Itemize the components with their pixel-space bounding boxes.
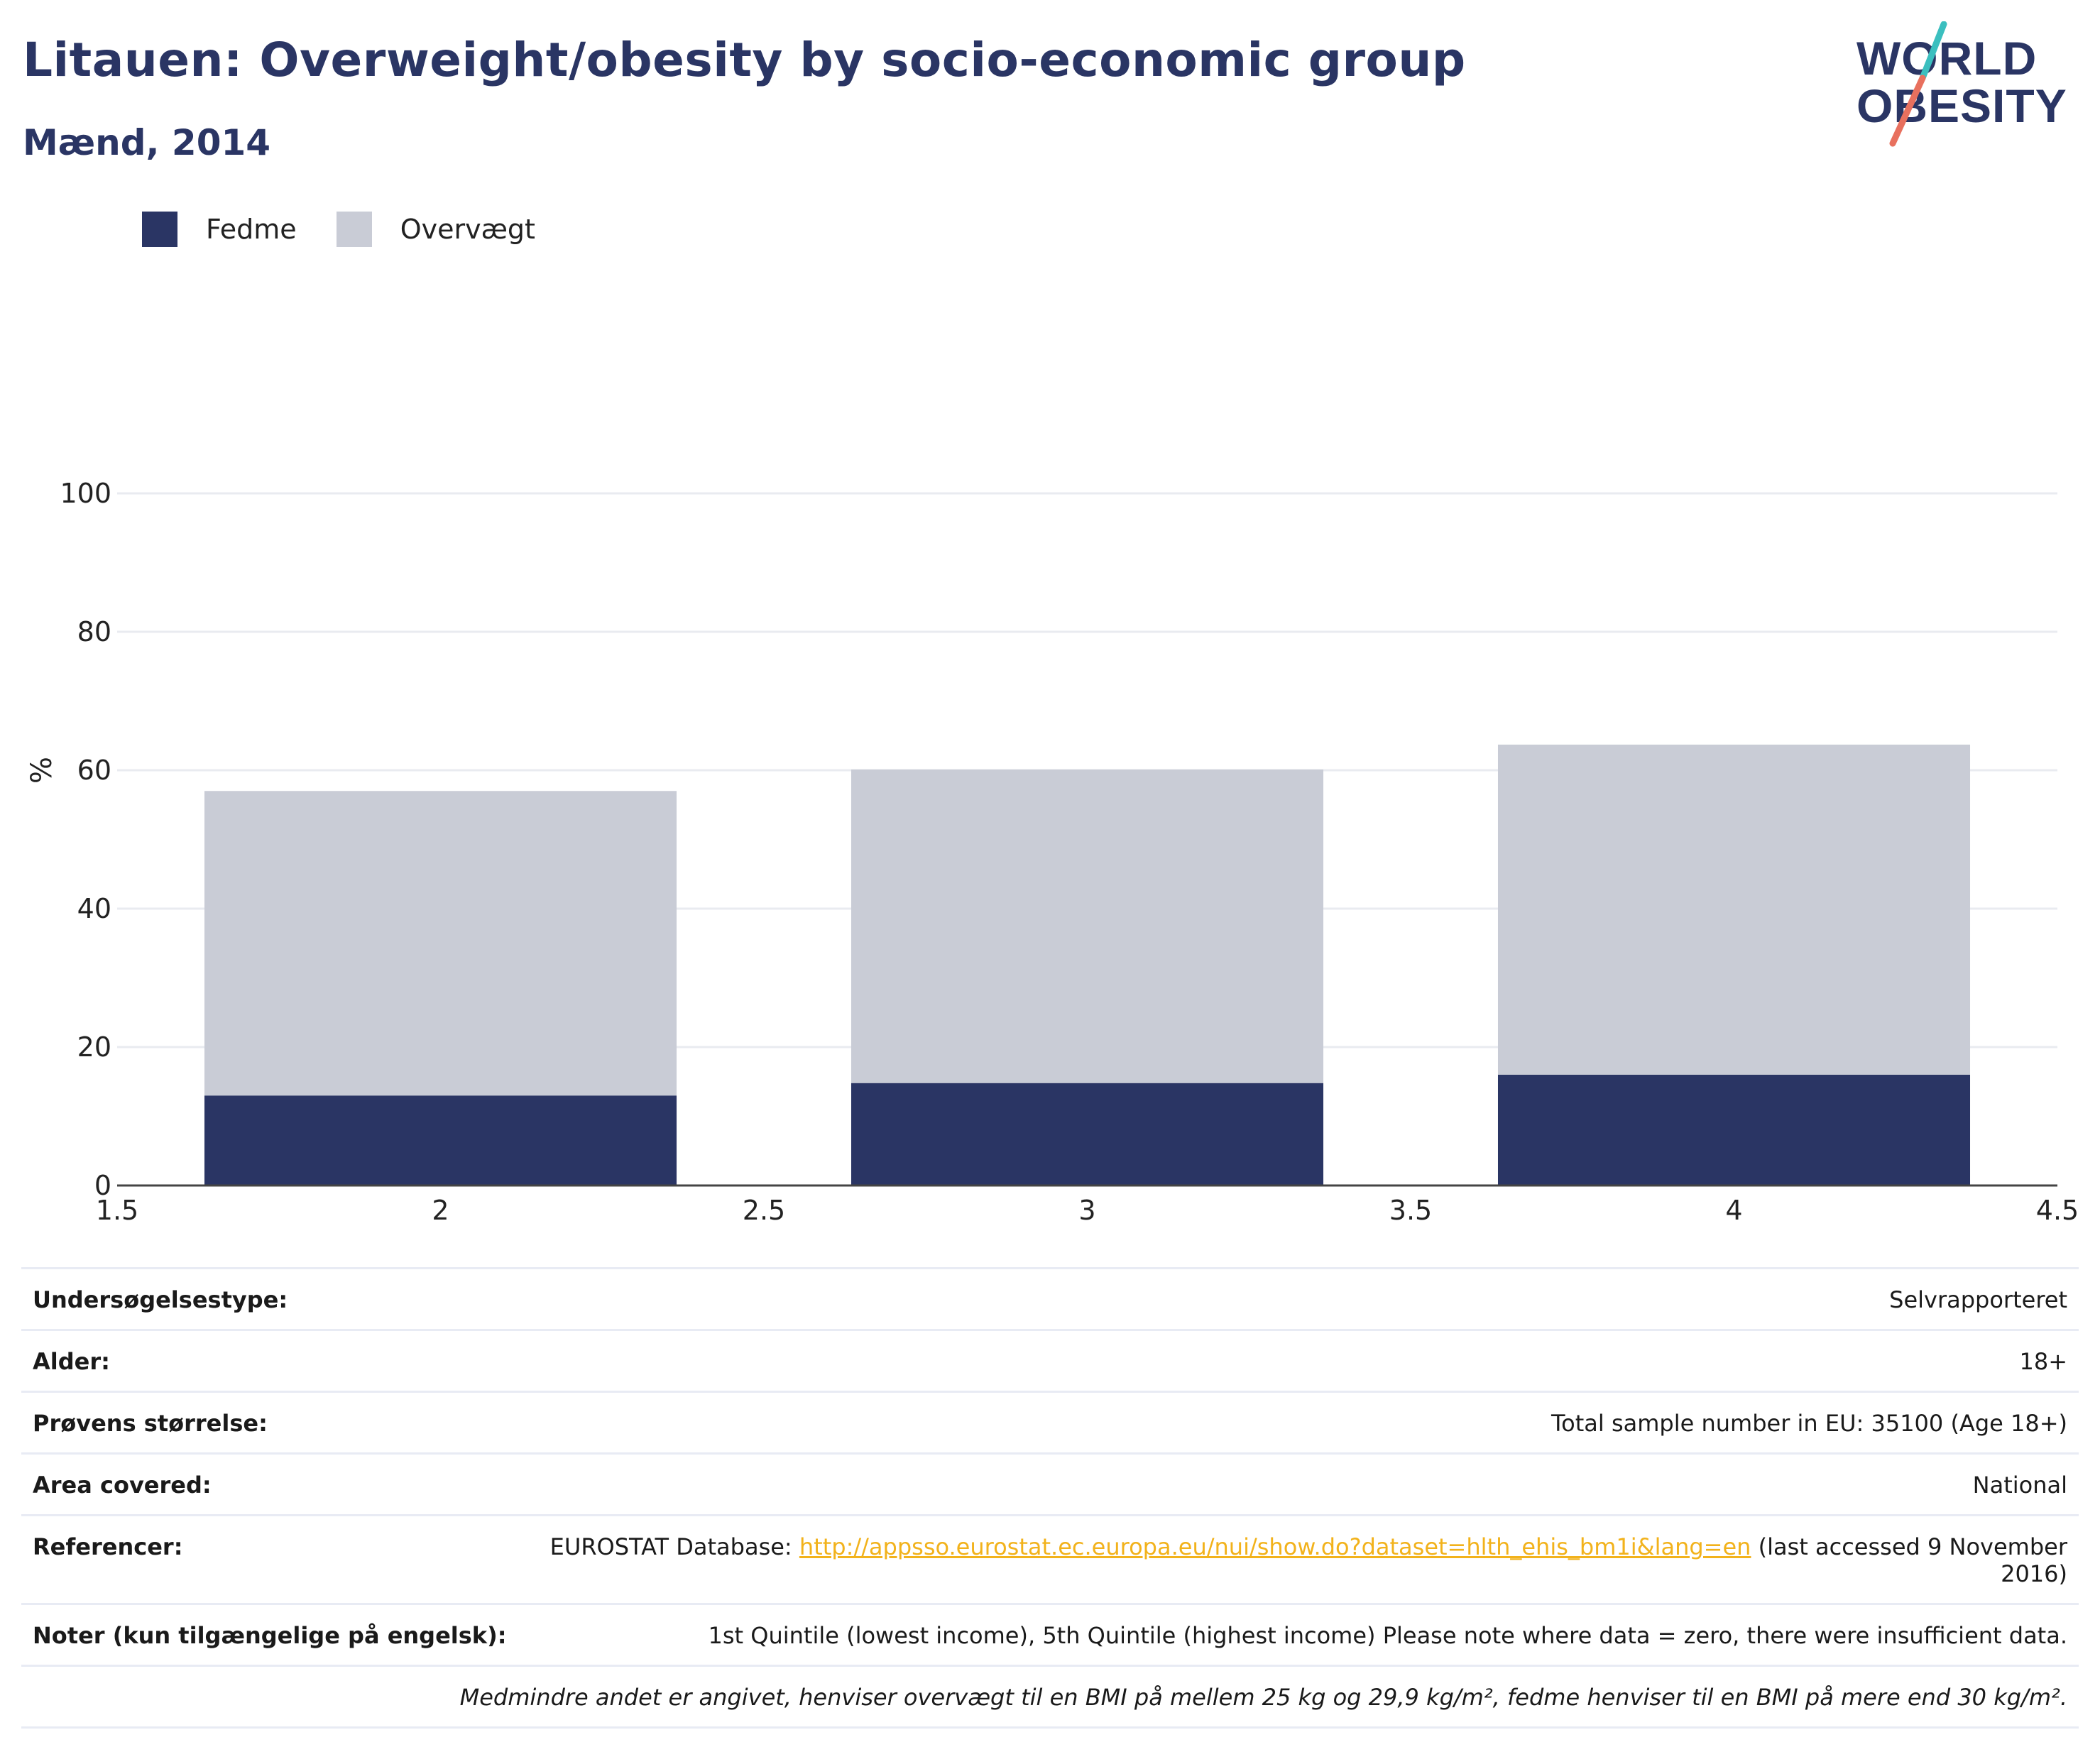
bar-overvaegt: [204, 791, 677, 1096]
bar-fedme: [1497, 1075, 1971, 1185]
world-obesity-logo: WORLD OBESITY: [1856, 21, 2067, 147]
logo-slash-teal: [1919, 21, 1947, 82]
y-tick-label: 60: [77, 755, 111, 786]
bar-overvaegt: [851, 770, 1324, 1083]
reference-prefix: EUROSTAT Database:: [549, 1533, 799, 1560]
info-table: Undersøgelsestype: Selvrapporteret Alder…: [21, 1267, 2079, 1729]
info-value: Selvrapporteret: [1889, 1286, 2067, 1313]
x-tick-label: 1.5: [96, 1195, 138, 1226]
page-subtitle: Mænd, 2014: [23, 122, 271, 163]
info-label: Area covered:: [33, 1472, 212, 1499]
legend-item-overvaegt[interactable]: Overvægt: [336, 212, 535, 247]
legend-swatch-fedme: [142, 212, 177, 247]
reference-link[interactable]: http://appsso.eurostat.ec.europa.eu/nui/…: [799, 1533, 1751, 1560]
info-value: Total sample number in EU: 35100 (Age 18…: [1551, 1410, 2067, 1437]
reference-suffix: (last accessed 9 November 2016): [1751, 1533, 2067, 1587]
info-row-footnote: Medmindre andet er angivet, henviser ove…: [21, 1665, 2079, 1729]
footnote-text: Medmindre andet er angivet, henviser ove…: [459, 1684, 2067, 1711]
x-tick-label: 3: [1078, 1195, 1095, 1226]
x-tick-label: 3.5: [1389, 1195, 1432, 1226]
bar-fedme: [851, 1083, 1324, 1185]
info-row-age: Alder: 18+: [21, 1329, 2079, 1391]
y-axis-label: %: [26, 757, 58, 784]
y-tick-label: 80: [77, 616, 111, 647]
x-tick-label: 4: [1725, 1195, 1742, 1226]
info-row-notes: Noter (kun tilgængelige på engelsk): 1st…: [21, 1603, 2079, 1665]
bar-chart: 0 20 40 60 80 100 1.5 2 2.5 3 3.5 4 4.5%: [26, 478, 2079, 1226]
bar-fedme: [204, 1095, 677, 1185]
info-value: 1st Quintile (lowest income), 5th Quinti…: [708, 1622, 2068, 1649]
logo-text-obesity: OBESITY: [1856, 80, 2067, 132]
info-row-survey-type: Undersøgelsestype: Selvrapporteret: [21, 1267, 2079, 1329]
y-tick-label: 40: [77, 893, 111, 924]
info-value: 18+: [2019, 1348, 2067, 1375]
logo-slash-coral: [1889, 75, 1926, 147]
logo-text-world: WORLD: [1856, 32, 2037, 84]
chart-legend: Fedme Overvægt: [142, 209, 575, 249]
info-row-sample-size: Prøvens størrelse: Total sample number i…: [21, 1391, 2079, 1452]
legend-swatch-overvaegt: [336, 212, 372, 247]
legend-item-fedme[interactable]: Fedme: [142, 212, 297, 247]
info-row-references: Referencer: EUROSTAT Database: http://ap…: [21, 1514, 2079, 1603]
page-title: Litauen: Overweight/obesity by socio-eco…: [23, 33, 1466, 87]
legend-label-fedme: Fedme: [206, 214, 297, 245]
bar-overvaegt: [1497, 744, 1971, 1075]
info-label: Noter (kun tilgængelige på engelsk):: [33, 1622, 507, 1649]
x-tick-label: 4.5: [2036, 1195, 2079, 1226]
y-tick-label: 0: [94, 1170, 111, 1201]
y-tick-label: 100: [60, 478, 111, 509]
y-tick-label: 20: [77, 1031, 111, 1063]
info-label: Undersøgelsestype:: [33, 1286, 288, 1313]
x-tick-label: 2: [432, 1195, 449, 1226]
legend-label-overvaegt: Overvægt: [400, 214, 535, 245]
info-value: National: [1972, 1472, 2067, 1499]
info-label: Referencer:: [33, 1533, 183, 1560]
info-row-area: Area covered: National: [21, 1452, 2079, 1514]
info-label: Prøvens størrelse:: [33, 1410, 268, 1437]
info-value: EUROSTAT Database: http://appsso.eurosta…: [541, 1533, 2067, 1587]
x-tick-label: 2.5: [743, 1195, 785, 1226]
info-label: Alder:: [33, 1348, 110, 1375]
